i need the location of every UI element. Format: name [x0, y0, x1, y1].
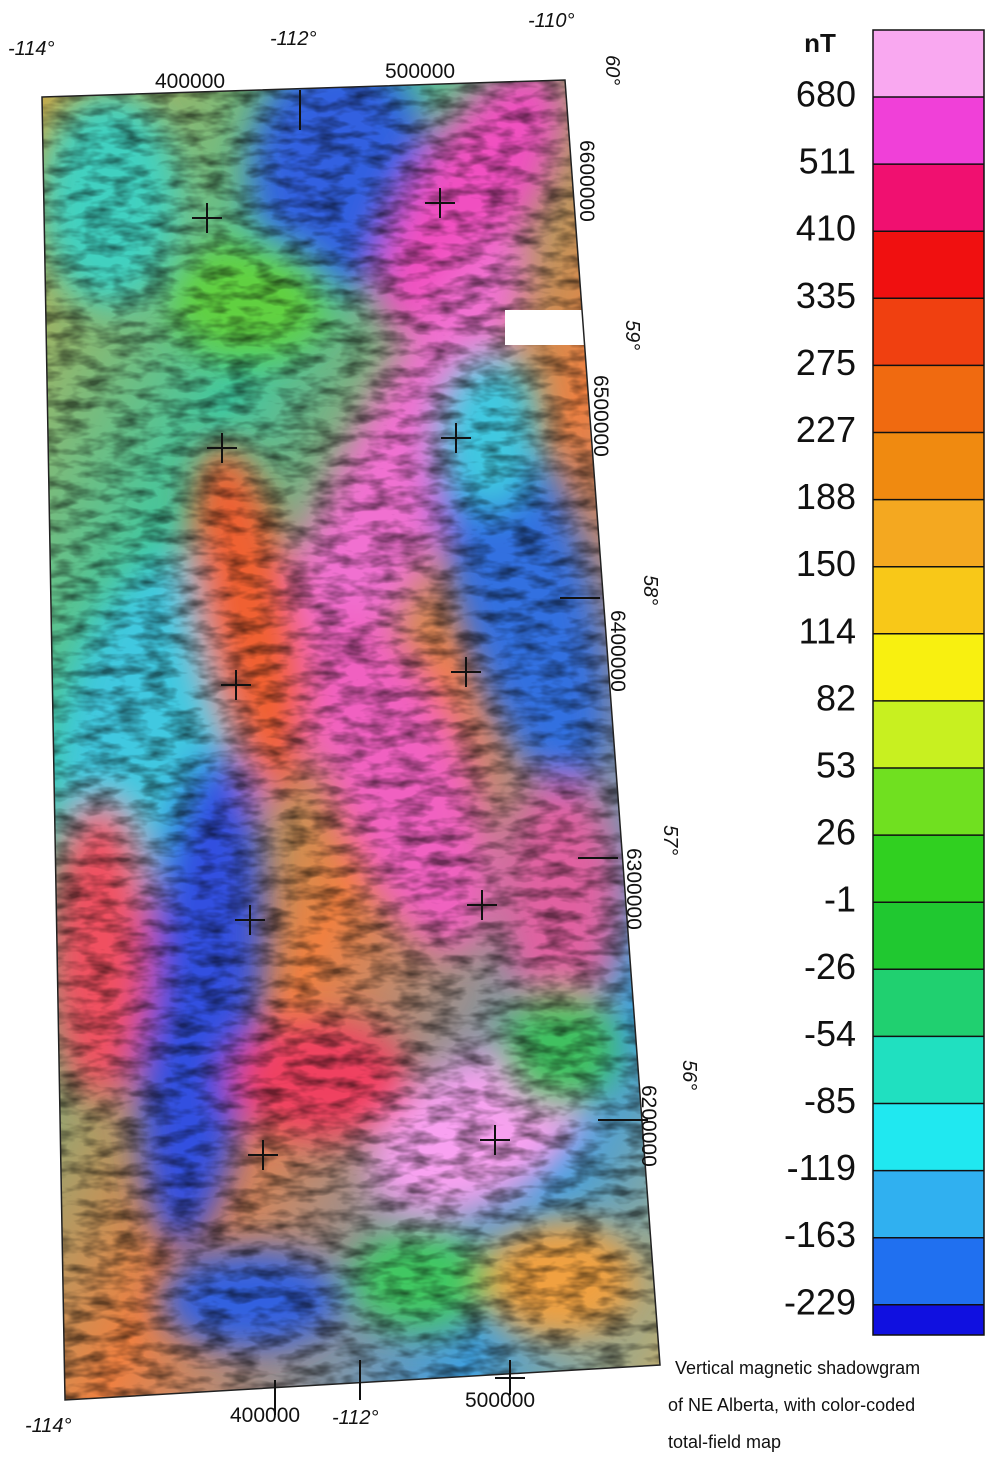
colorbar-band: [873, 768, 984, 835]
colorbar-label: 114: [799, 610, 856, 651]
colorbar-label: 53: [816, 745, 856, 786]
colorbar-label: -85: [804, 1080, 856, 1121]
northing-label: 6300000: [622, 848, 645, 930]
lon-label: -112°: [332, 1407, 379, 1429]
colorbar-label: -119: [787, 1147, 856, 1188]
colorbar-label: -26: [804, 946, 856, 987]
colorbar-label: -229: [784, 1281, 856, 1322]
colorbar-band: [873, 902, 984, 969]
caption-line: of NE Alberta, with color-coded: [668, 1395, 915, 1415]
lat-label: 56°: [678, 1060, 700, 1090]
colorbar: 680 511 410 335 275 227 188 150 114 82 53 26 -1 -26 -5…: [784, 30, 984, 1335]
colorbar-band: [873, 298, 984, 365]
colorbar-label: 82: [816, 677, 856, 718]
lat-label: 60°: [601, 55, 623, 85]
colorbar-band: [873, 1104, 984, 1171]
colorbar-label: 188: [796, 476, 856, 517]
easting-label: 400000: [155, 70, 225, 93]
colorbar-label: 275: [796, 342, 856, 383]
colorbar-band: [873, 1171, 984, 1238]
colorbar-band: [873, 1305, 984, 1335]
colorbar-band: [873, 969, 984, 1036]
northing-label: 6200000: [637, 1085, 660, 1167]
colorbar-label: 410: [796, 208, 856, 249]
colorbar-label: 511: [799, 141, 856, 182]
colorbar-band: [873, 433, 984, 500]
easting-label: 500000: [465, 1389, 535, 1412]
lon-label: -112°: [270, 28, 317, 50]
colorbar-label: 680: [796, 74, 856, 115]
caption-line: total-field map: [668, 1432, 781, 1452]
colorbar-band: [873, 567, 984, 634]
colorbar-label: 335: [796, 275, 856, 316]
colorbar-band: [873, 634, 984, 701]
page: -114° -112° -110° 400000 500000 60° 59° …: [0, 0, 985, 1462]
colorbar-label: -54: [804, 1013, 856, 1054]
colorbar-band: [873, 231, 984, 298]
colorbar-band: [873, 1238, 984, 1305]
caption-line: Vertical magnetic shadowgram: [675, 1358, 920, 1378]
colorbar-unit: nT: [804, 28, 836, 58]
easting-label: 400000: [230, 1404, 300, 1427]
colorbar-label: 227: [796, 409, 856, 450]
colorbar-band: [873, 97, 984, 164]
colorbar-band: [873, 365, 984, 432]
lat-label: 58°: [639, 575, 661, 605]
colorbar-label: 26: [816, 812, 856, 853]
colorbar-label: -163: [784, 1214, 856, 1255]
easting-label: 500000: [385, 60, 455, 83]
lon-label: -110°: [528, 10, 575, 32]
colorbar-label: 150: [796, 543, 856, 584]
northing-label: 6600000: [575, 140, 598, 222]
colorbar-band: [873, 164, 984, 231]
lon-label: -114°: [25, 1415, 72, 1437]
northing-label: 6400000: [606, 610, 629, 692]
lat-label: 57°: [659, 825, 681, 855]
colorbar-band: [873, 500, 984, 567]
colorbar-band: [873, 701, 984, 768]
caption: Vertical magnetic shadowgram of NE Alber…: [668, 1358, 920, 1452]
colorbar-label: -1: [824, 879, 856, 920]
lon-label: -114°: [8, 38, 55, 60]
northing-label: 6500000: [589, 375, 612, 457]
colorbar-band: [873, 30, 984, 97]
colorbar-band: [873, 1036, 984, 1103]
colorbar-band: [873, 835, 984, 902]
lat-label: 59°: [621, 320, 643, 350]
